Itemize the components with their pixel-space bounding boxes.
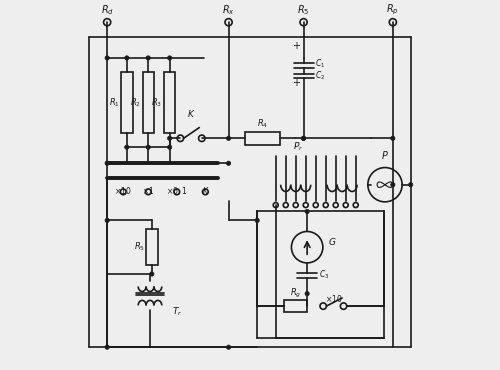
Text: $C_2$: $C_2$ <box>315 70 325 82</box>
Circle shape <box>105 56 110 60</box>
Circle shape <box>408 182 413 187</box>
Text: $R_5$: $R_5$ <box>298 3 310 17</box>
Circle shape <box>390 182 395 187</box>
Circle shape <box>105 218 110 223</box>
Text: $R_p$: $R_p$ <box>386 3 399 17</box>
Text: $C_3$: $C_3$ <box>318 269 329 281</box>
Bar <box>146 229 158 265</box>
Circle shape <box>146 56 150 60</box>
Circle shape <box>150 272 154 276</box>
Text: $R_2$: $R_2$ <box>130 96 141 109</box>
Text: $+$: $+$ <box>292 77 302 88</box>
Bar <box>284 300 307 312</box>
Circle shape <box>124 145 129 149</box>
Text: $\times 1$: $\times 1$ <box>142 185 154 196</box>
Circle shape <box>146 145 150 149</box>
Text: $R_x$: $R_x$ <box>222 3 235 17</box>
Text: $R_3$: $R_3$ <box>152 96 162 109</box>
Text: $R_1$: $R_1$ <box>108 96 120 109</box>
Circle shape <box>255 218 260 223</box>
Circle shape <box>302 136 306 141</box>
Circle shape <box>390 136 395 141</box>
Text: $K$: $K$ <box>187 108 196 119</box>
Text: $G$: $G$ <box>328 236 336 247</box>
Text: $P_r$: $P_r$ <box>293 140 304 152</box>
Text: $\times 0,1$: $\times 0,1$ <box>166 185 188 197</box>
Circle shape <box>305 292 310 296</box>
Circle shape <box>302 136 306 141</box>
Text: $R_5$: $R_5$ <box>134 241 144 253</box>
Text: $R_g$: $R_g$ <box>290 287 301 300</box>
Bar <box>121 72 132 133</box>
Text: $\times 10$: $\times 10$ <box>325 293 342 305</box>
Text: $R_4$: $R_4$ <box>257 118 268 131</box>
Text: $R_d$: $R_d$ <box>100 3 114 17</box>
Bar <box>244 132 280 145</box>
Circle shape <box>105 345 110 349</box>
Circle shape <box>124 56 129 60</box>
Bar <box>164 72 175 133</box>
Circle shape <box>226 161 230 165</box>
Circle shape <box>168 136 172 141</box>
Text: $T_r$: $T_r$ <box>172 305 182 318</box>
Text: $K$: $K$ <box>202 185 209 196</box>
Text: $\times 10$: $\times 10$ <box>114 185 132 196</box>
Text: $+$: $+$ <box>292 40 302 51</box>
Circle shape <box>305 209 310 213</box>
Circle shape <box>105 161 110 165</box>
Circle shape <box>168 145 172 149</box>
Text: $P$: $P$ <box>381 149 389 161</box>
Circle shape <box>226 136 230 141</box>
Circle shape <box>226 345 230 349</box>
Bar <box>142 72 154 133</box>
Text: $C_1$: $C_1$ <box>315 57 325 70</box>
Circle shape <box>168 56 172 60</box>
